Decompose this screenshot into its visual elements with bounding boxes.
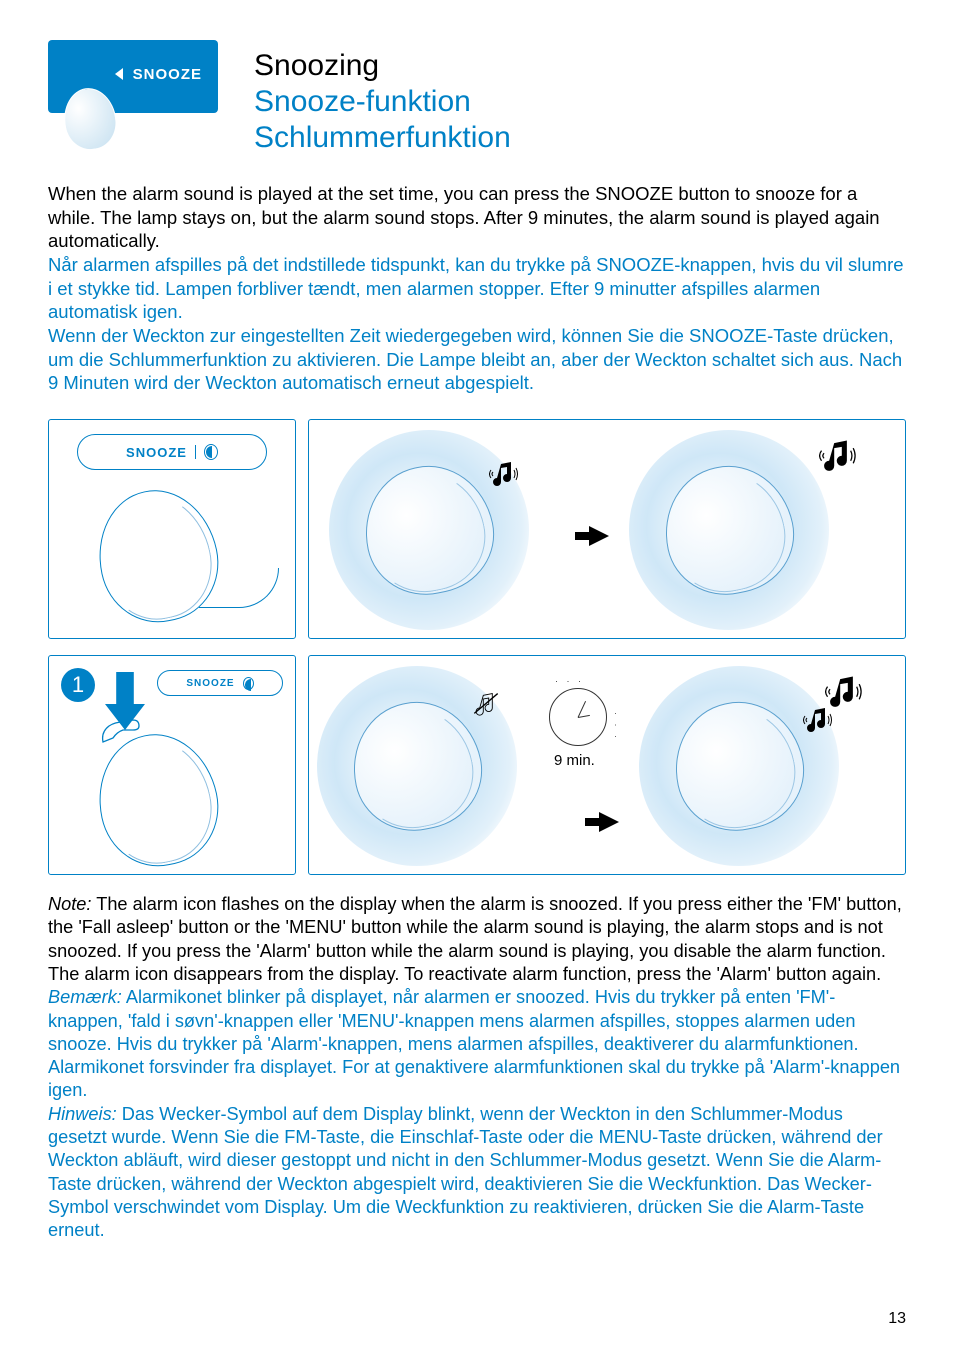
clock-icon [549, 688, 607, 746]
title-da: Snooze-funktion [254, 84, 511, 120]
title-en: Snoozing [254, 48, 511, 84]
badge-label: SNOOZE [133, 66, 202, 83]
body-da: Når alarmen afspilles på det indstillede… [48, 253, 906, 324]
snooze-badge: SNOOZE [48, 40, 218, 113]
snooze-bubble-1: SNOOZE [77, 434, 267, 470]
lamp-icon [60, 85, 120, 154]
title-de: Schlummerfunktion [254, 120, 511, 156]
panel-press-snooze: 1 SNOOZE [48, 655, 296, 875]
lamp-glow-4 [639, 666, 839, 866]
note-da: Bemærk: Alarmikonet blinker på displayet… [48, 986, 906, 1102]
body-de: Wenn der Weckton zur eingestellten Zeit … [48, 324, 906, 395]
clock-dots: · · · [611, 712, 621, 741]
page-number: 13 [888, 1310, 906, 1328]
arrow-left-icon [115, 68, 123, 80]
note-de: Hinweis: Das Wecker-Symbol auf dem Displ… [48, 1103, 906, 1243]
bubble1-text: SNOOZE [126, 445, 187, 460]
panel-alarm-to-light [308, 419, 906, 639]
lamp-outline-icon [87, 479, 230, 633]
cord-icon [199, 568, 279, 608]
body-text: When the alarm sound is played at the se… [48, 182, 906, 395]
diagram-row-1: SNOOZE [48, 419, 906, 639]
arrow-right-icon [589, 526, 609, 546]
bubble2-text: SNOOZE [186, 678, 234, 689]
knob-icon [204, 444, 218, 460]
finger-press-icon [99, 712, 145, 755]
clock-dots: · · · [555, 676, 584, 686]
panel-nine-minutes: · · · · · · 9 min. [308, 655, 906, 875]
separator-icon [195, 445, 196, 459]
note-da-body: Alarmikonet blinker på displayet, når al… [48, 987, 900, 1100]
note-en-lead: Note: [48, 894, 91, 914]
note-en: Note: The alarm icon flashes on the disp… [48, 893, 906, 986]
page-header: SNOOZE Snoozing Snooze-funktion Schlumme… [48, 40, 906, 156]
music-note-icon [825, 674, 863, 717]
arrow-right-icon [599, 812, 619, 832]
knob-icon [243, 677, 254, 690]
panel-snooze-button: SNOOZE [48, 419, 296, 639]
note-de-lead: Hinweis: [48, 1104, 117, 1124]
nine-min-label: 9 min. [554, 752, 595, 769]
body-en: When the alarm sound is played at the se… [48, 182, 906, 253]
music-note-muted-icon [471, 690, 502, 725]
title-block: Snoozing Snooze-funktion Schlummerfunkti… [254, 40, 511, 156]
diagram-row-2: 1 SNOOZE · · · · · · 9 min. [48, 655, 906, 875]
notes-block: Note: The alarm icon flashes on the disp… [48, 893, 906, 1242]
note-de-body: Das Wecker-Symbol auf dem Display blinkt… [48, 1104, 883, 1240]
snooze-bubble-2: SNOOZE [157, 670, 283, 696]
lamp-glow-2 [629, 430, 829, 630]
step-1-badge: 1 [61, 668, 95, 702]
music-note-icon [489, 460, 519, 495]
note-en-body: The alarm icon flashes on the display wh… [48, 894, 902, 984]
music-note-icon [819, 438, 857, 481]
note-da-lead: Bemærk: [48, 987, 122, 1007]
